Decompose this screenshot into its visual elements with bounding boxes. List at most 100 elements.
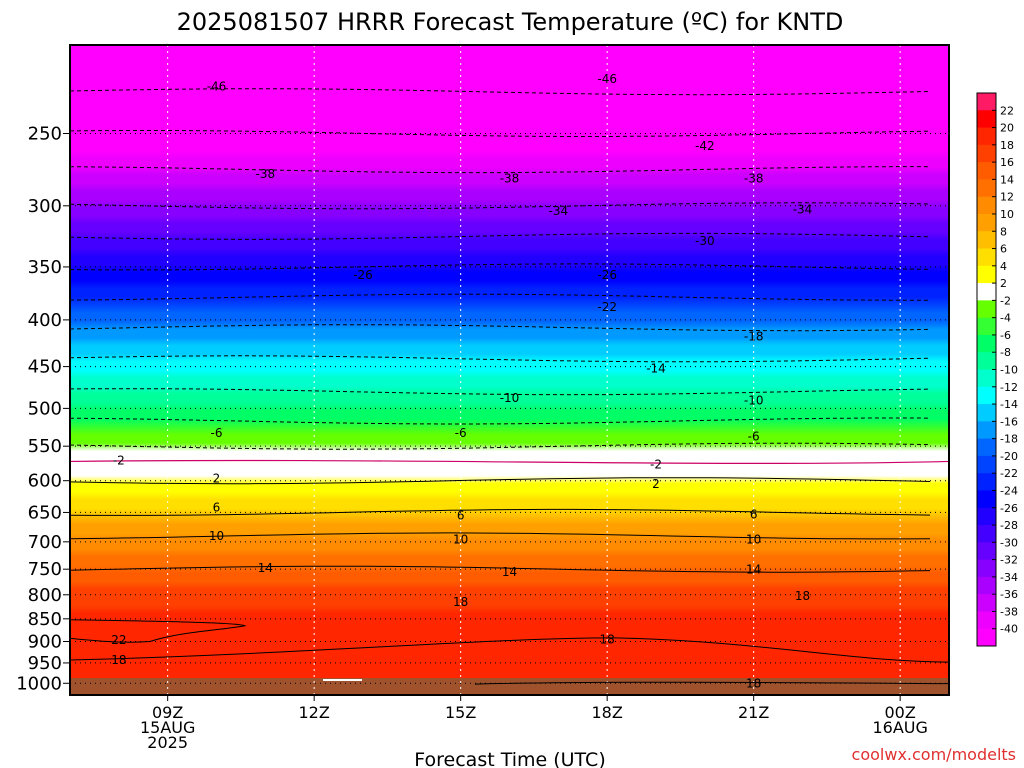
isotherm-label: 10 [746, 533, 761, 547]
colorbar-label: -38 [1000, 605, 1018, 618]
isotherm-label: -6 [748, 430, 760, 444]
credit-link[interactable]: coolwx.com/modelts [852, 745, 1016, 764]
isotherm-line [474, 681, 950, 685]
colorbar-label: 12 [1000, 191, 1014, 204]
colorbar-label: 22 [1000, 104, 1014, 117]
isotherm-line [69, 263, 931, 271]
time-tick-label: 12Z [299, 703, 330, 722]
time-gridlines [167, 45, 901, 695]
isotherm-label: -34 [549, 204, 569, 218]
pressure-tick-label: 250 [28, 123, 62, 144]
colorbar-swatch [977, 110, 996, 129]
isotherm-label: 6 [213, 501, 221, 515]
isotherm-label: -6 [211, 426, 223, 440]
colorbar-label: -40 [1000, 623, 1018, 636]
isotherm-line [69, 355, 931, 363]
colorbar-swatch [977, 248, 996, 267]
colorbar-swatch [977, 438, 996, 457]
colorbar-swatch [977, 542, 996, 561]
colorbar-swatch [977, 231, 996, 250]
pressure-tick-label: 700 [28, 532, 62, 553]
isotherm-label: -6 [455, 426, 467, 440]
colorbar-swatch [977, 576, 996, 595]
isotherm-line [69, 130, 931, 137]
colorbar-label: -8 [1000, 346, 1011, 359]
pressure-tick-label: 850 [28, 609, 62, 630]
temperature-field [70, 45, 949, 695]
isotherm-line [69, 477, 931, 485]
colorbar-label: 14 [1000, 173, 1014, 186]
pressure-tick-label: 800 [28, 585, 62, 606]
isotherm-label: -38 [256, 167, 276, 181]
time-tick-label: 15Z [445, 703, 476, 722]
isotherm-label: -38 [500, 171, 520, 185]
colorbar-label: -26 [1000, 502, 1018, 515]
colorbar-label: -16 [1000, 415, 1018, 428]
colorbar-swatch [977, 93, 996, 111]
pressure-tick-label: 500 [28, 398, 62, 419]
colorbar-label: 2 [1000, 277, 1007, 290]
isotherm-label: 14 [258, 561, 273, 575]
isotherm-label: -2 [113, 453, 125, 467]
isotherm-labels: -46-46-42-38 -38 -38-34 -34-30-26 -26-22-18-… [111, 72, 812, 690]
below-ground-band [70, 678, 949, 695]
isotherm-line [69, 88, 931, 96]
colorbar-swatch [977, 196, 996, 215]
colorbar-swatch [977, 559, 996, 578]
isotherm-label: -14 [646, 361, 666, 375]
plot-frame [69, 44, 950, 696]
pressure-tick-label: 750 [28, 559, 62, 580]
colorbar-swatch [977, 317, 996, 336]
colorbar-swatch [977, 265, 996, 284]
isotherm-label: 22 [111, 633, 126, 647]
isotherm-line [69, 166, 931, 174]
colorbar-swatch [977, 473, 996, 491]
isotherm-label: -46 [597, 72, 617, 86]
isotherm-label: -30 [695, 234, 715, 248]
isotherm-label: 6 [750, 507, 758, 521]
time-tick-label: 09Z [152, 703, 183, 722]
colorbar-swatch [977, 525, 996, 543]
colorbar-label: 10 [1000, 208, 1014, 221]
isotherm-line [69, 619, 247, 643]
isotherm-label: 14 [746, 563, 761, 577]
isotherm-label: -26 [597, 268, 617, 282]
colorbar-label: -6 [1000, 329, 1011, 342]
pressure-tick-label: 900 [28, 631, 62, 652]
isotherm-label: -2 [650, 458, 662, 472]
isotherm-label: -18 [744, 329, 764, 343]
colorbar-label: -18 [1000, 433, 1018, 446]
isotherm-label: -26 [353, 268, 373, 282]
colorbar-swatch [977, 628, 996, 647]
colorbar-swatch [977, 490, 996, 509]
colorbar-label: -20 [1000, 450, 1018, 463]
colorbar-swatch [977, 507, 996, 526]
isotherm-line [69, 532, 931, 540]
isotherm-label: 18 [111, 653, 126, 667]
colorbar-label: -30 [1000, 536, 1018, 549]
colorbar-label: -24 [1000, 484, 1018, 497]
colorbar-swatch [977, 352, 996, 370]
colorbar-label: 16 [1000, 156, 1014, 169]
colorbar-swatch [977, 386, 996, 405]
time-tick-label: 18Z [592, 703, 623, 722]
colorbar-label: -4 [1000, 312, 1011, 325]
colorbar-label: -10 [1000, 364, 1018, 377]
pressure-tick-label: 950 [28, 653, 62, 674]
colorbar-swatch [977, 162, 996, 180]
pressure-tick-label: 600 [28, 471, 62, 492]
isotherm-contours [69, 88, 950, 685]
colorbar-label: -2 [1000, 294, 1011, 307]
chart-title: 2025081507 HRRR Forecast Temperature (ºC… [177, 8, 844, 36]
colorbar-swatch [977, 404, 996, 422]
colorbar-label: -36 [1000, 588, 1018, 601]
pressure-tick-label: 400 [28, 310, 62, 331]
colorbar-swatch [977, 421, 996, 440]
isotherm-line [69, 388, 931, 396]
colorbar-swatch [977, 127, 996, 146]
time-tick-label: 16AUG [872, 718, 927, 737]
colorbar-swatch [977, 611, 996, 630]
colorbar-label: -32 [1000, 554, 1018, 567]
